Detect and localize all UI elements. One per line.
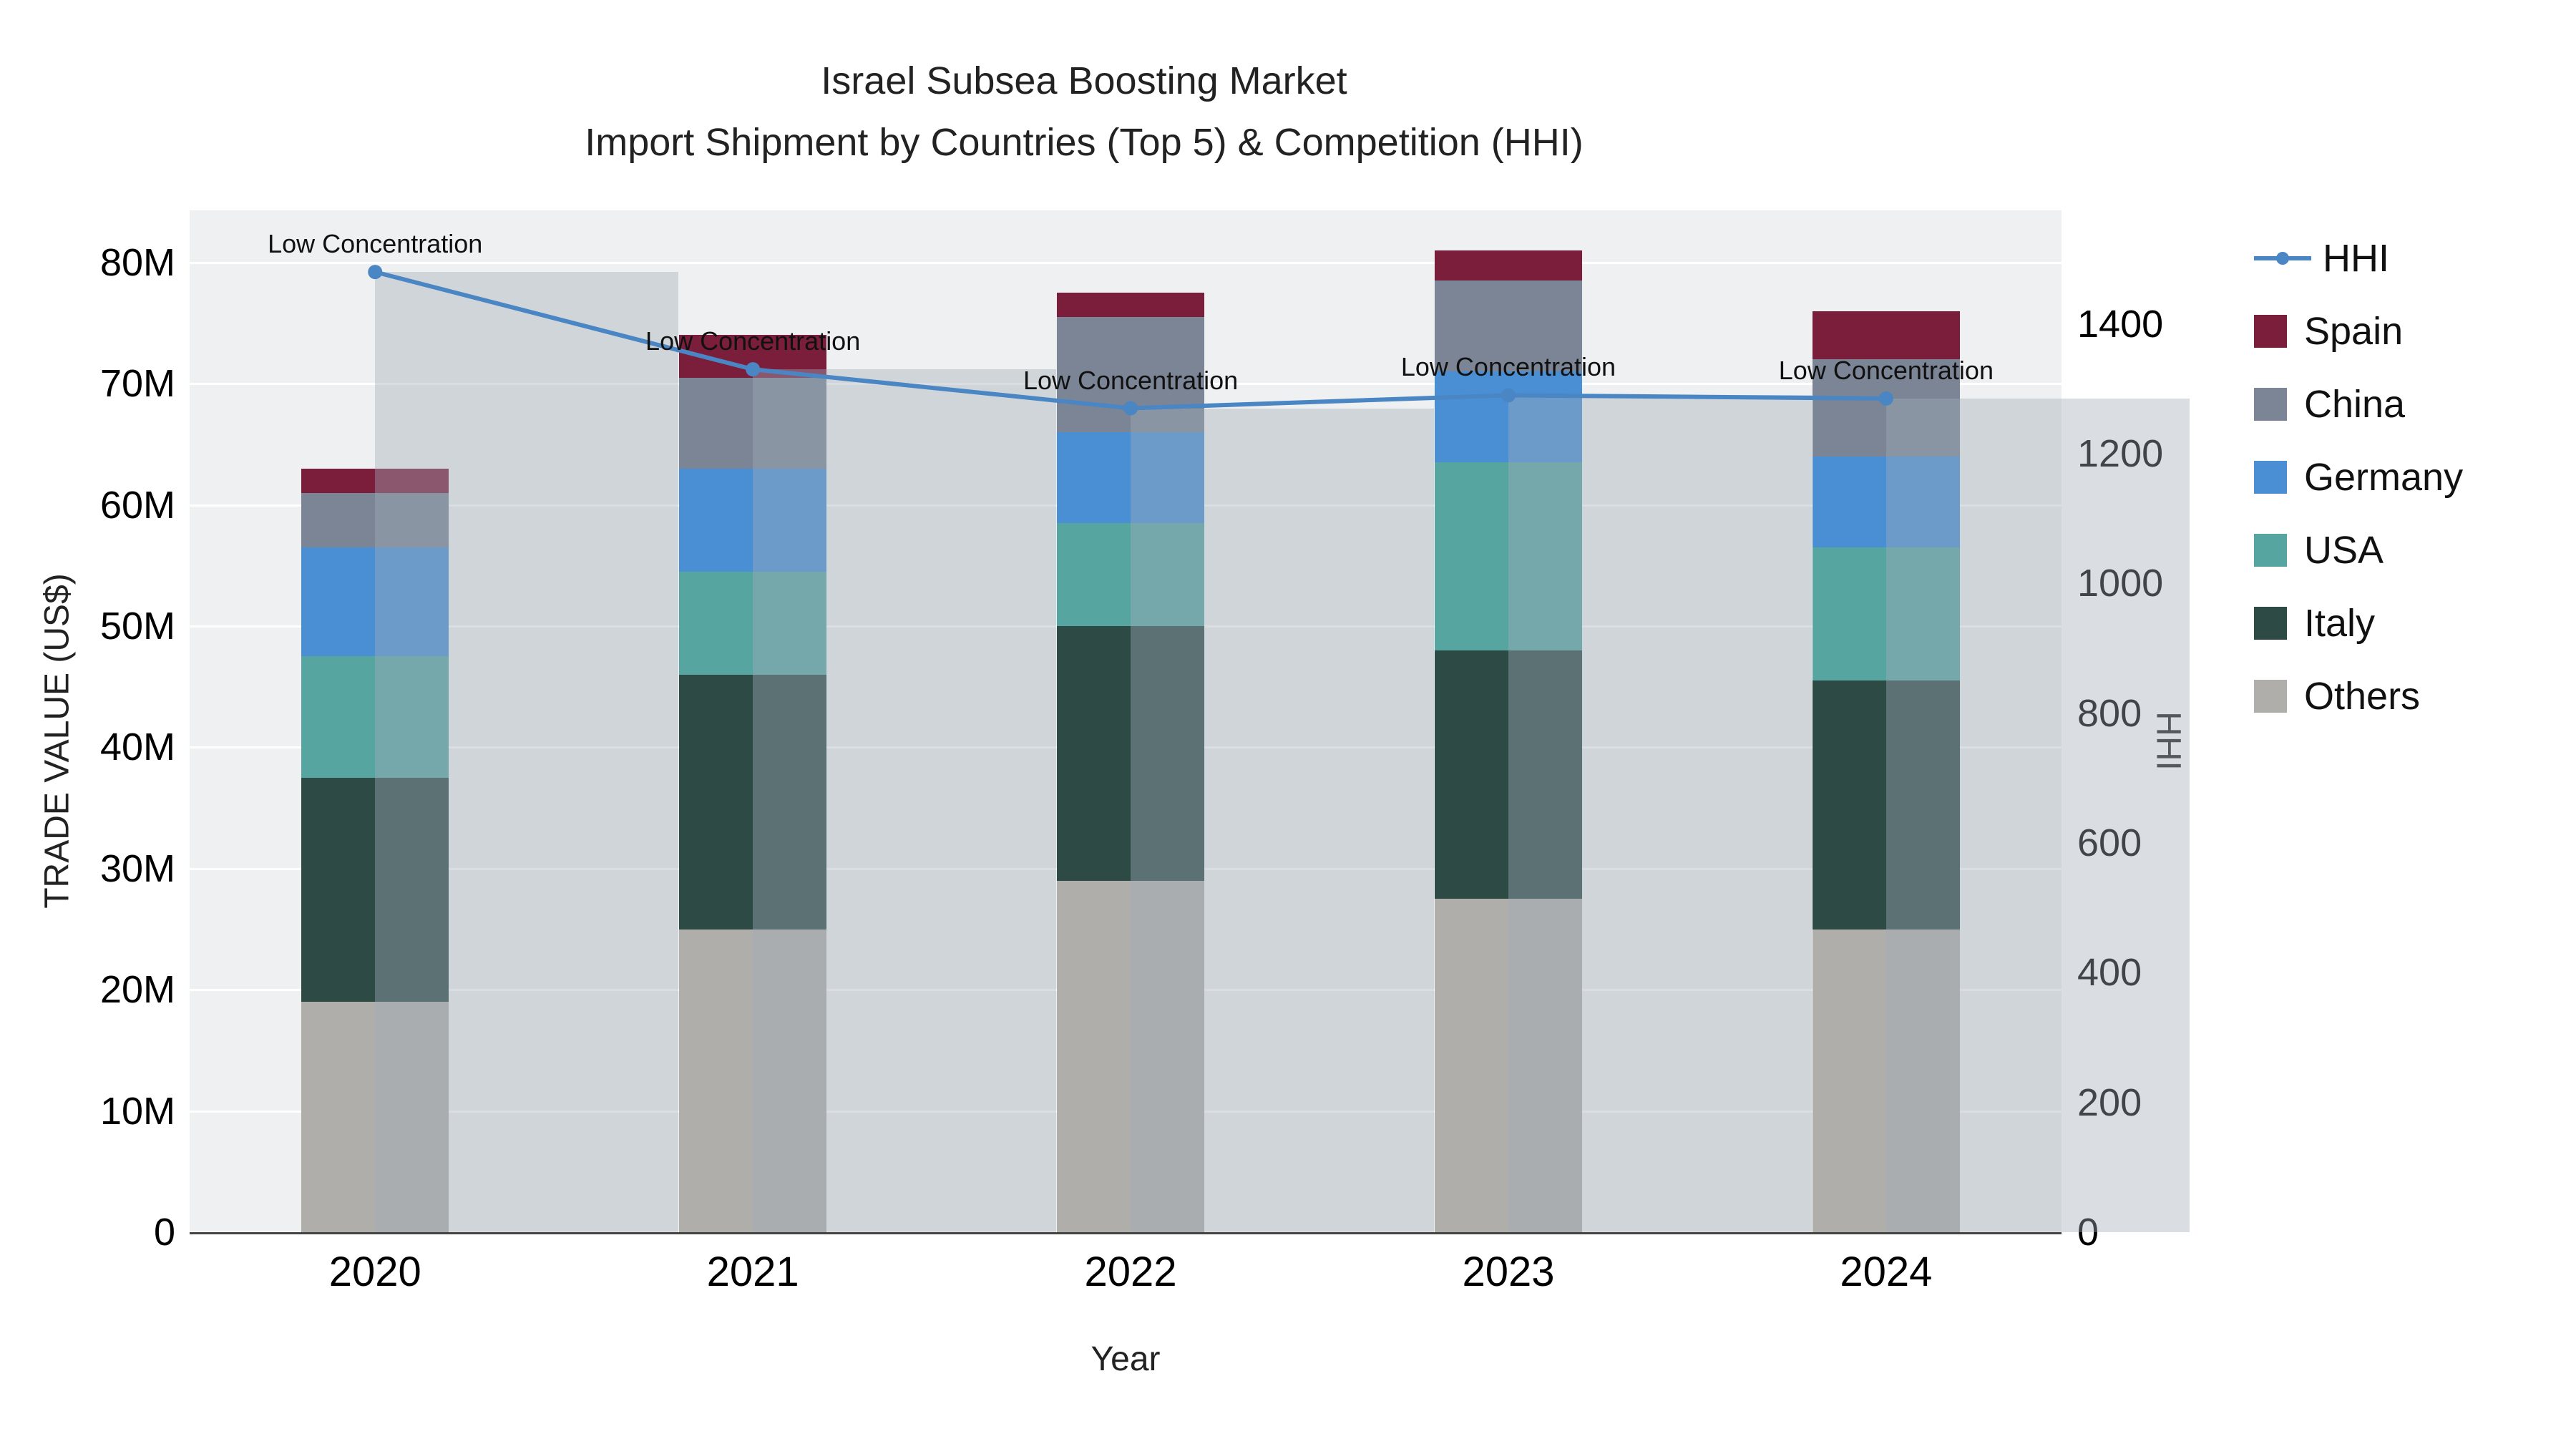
annotation-low-concentration-2020: Low Concentration xyxy=(268,229,483,259)
hhi-marker-2021[interactable] xyxy=(746,362,761,377)
bar-segment-spain-2023[interactable] xyxy=(1434,250,1582,281)
x-tick-2023: 2023 xyxy=(1462,1249,1555,1295)
legend: HHI Spain China Germany USA Italy Others xyxy=(2254,236,2463,747)
hhi-bar-2022[interactable] xyxy=(1131,408,1435,1232)
bar-segment-germany-2022[interactable] xyxy=(1057,431,1205,524)
y-tick-left: 10M xyxy=(99,1089,175,1133)
chart-subtitle: Import Shipment by Countries (Top 5) & C… xyxy=(585,121,1584,165)
legend-label: Germany xyxy=(2304,456,2464,499)
bar-segment-usa-2020[interactable] xyxy=(301,656,449,778)
bar-segment-italy-2022[interactable] xyxy=(1057,626,1205,881)
bar-segment-italy-2021[interactable] xyxy=(679,674,827,930)
legend-swatch-icon xyxy=(2254,607,2287,640)
bar-segment-usa-2021[interactable] xyxy=(679,571,827,675)
x-tick-2020: 2020 xyxy=(328,1249,421,1295)
bar-segment-italy-2024[interactable] xyxy=(1812,680,1960,930)
legend-label: USA xyxy=(2304,529,2384,572)
y-tick-left: 30M xyxy=(99,847,175,890)
bar-segment-germany-2023[interactable] xyxy=(1434,371,1582,463)
bar-segment-germany-2021[interactable] xyxy=(679,468,827,572)
bar-segment-usa-2023[interactable] xyxy=(1434,462,1582,650)
hhi-bar-2023[interactable] xyxy=(1508,395,1812,1232)
bar-segment-germany-2024[interactable] xyxy=(1812,456,1960,547)
y-tick-right: 0 xyxy=(2077,1211,2099,1254)
y-tick-right: 600 xyxy=(2077,821,2142,864)
hhi-bar-2021[interactable] xyxy=(753,369,1057,1232)
annotation-low-concentration-2022: Low Concentration xyxy=(1023,365,1239,395)
y-tick-left: 60M xyxy=(99,483,175,527)
y-tick-left: 0 xyxy=(153,1211,175,1254)
chart-title: Israel Subsea Boosting Market xyxy=(821,59,1347,102)
y-tick-right: 400 xyxy=(2077,951,2142,995)
y-tick-left: 80M xyxy=(99,240,175,284)
hhi-marker-2022[interactable] xyxy=(1123,401,1138,416)
legend-item-italy[interactable]: Italy xyxy=(2254,601,2463,645)
y-tick-left: 50M xyxy=(99,605,175,648)
x-tick-2021: 2021 xyxy=(706,1249,799,1295)
hhi-line-layer xyxy=(368,265,1893,416)
y-tick-right: 1400 xyxy=(2077,302,2164,346)
annotation-low-concentration-2023: Low Concentration xyxy=(1400,352,1616,382)
x-axis-title: Year xyxy=(1091,1340,1161,1378)
legend-item-spain[interactable]: Spain xyxy=(2254,309,2463,353)
legend-swatch-icon xyxy=(2254,680,2287,713)
bar-segment-germany-2020[interactable] xyxy=(301,547,449,657)
legend-swatch-icon xyxy=(2254,461,2287,494)
annotation-low-concentration-2021: Low Concentration xyxy=(645,326,861,356)
bar-segment-italy-2020[interactable] xyxy=(301,777,449,1002)
bar-segment-others-2022[interactable] xyxy=(1057,880,1205,1232)
x-tick-2024: 2024 xyxy=(1840,1249,1933,1295)
hhi-marker-2024[interactable] xyxy=(1878,391,1893,406)
legend-swatch-icon xyxy=(2254,388,2287,421)
annotation-low-concentration-2024: Low Concentration xyxy=(1778,355,1994,385)
bar-segment-others-2020[interactable] xyxy=(301,1002,449,1232)
bar-segment-china-2024[interactable] xyxy=(1812,359,1960,457)
bar-segment-china-2020[interactable] xyxy=(301,492,449,547)
gridline xyxy=(190,261,2062,264)
y-tick-right: 200 xyxy=(2077,1080,2142,1124)
legend-item-others[interactable]: Others xyxy=(2254,674,2463,718)
hhi-bar-2020[interactable] xyxy=(375,272,679,1232)
legend-label: Spain xyxy=(2304,310,2404,353)
legend-swatch-icon xyxy=(2254,315,2287,348)
hhi-marker-2023[interactable] xyxy=(1501,388,1516,403)
legend-swatch-icon xyxy=(2254,534,2287,567)
legend-line-marker xyxy=(2276,252,2289,265)
plot-area: Low Concentration Low Concentration Low Co… xyxy=(190,210,2190,1234)
x-axis-baseline xyxy=(190,1232,2062,1234)
bar-segment-china-2023[interactable] xyxy=(1434,280,1582,372)
bar-segment-usa-2022[interactable] xyxy=(1057,523,1205,627)
y-tick-left: 40M xyxy=(99,726,175,769)
legend-label: HHI xyxy=(2323,237,2389,280)
legend-label: Others xyxy=(2304,675,2421,718)
legend-item-germany[interactable]: Germany xyxy=(2254,455,2463,499)
legend-label: Italy xyxy=(2304,602,2376,645)
hhi-bar-2024[interactable] xyxy=(1885,398,2190,1232)
bar-segment-usa-2024[interactable] xyxy=(1812,547,1960,681)
legend-item-usa[interactable]: USA xyxy=(2254,528,2463,572)
bar-segment-others-2024[interactable] xyxy=(1812,929,1960,1232)
bar-segment-spain-2024[interactable] xyxy=(1812,311,1960,360)
bar-segment-italy-2023[interactable] xyxy=(1434,650,1582,899)
legend-label: China xyxy=(2304,383,2406,426)
bar-segment-others-2023[interactable] xyxy=(1434,899,1582,1232)
y-tick-right: 1000 xyxy=(2077,562,2164,605)
bar-segment-spain-2020[interactable] xyxy=(301,468,449,493)
y-tick-left: 70M xyxy=(99,362,175,406)
legend-item-hhi[interactable]: HHI xyxy=(2254,236,2463,280)
hhi-marker-2020[interactable] xyxy=(368,265,383,280)
y-tick-right: 1200 xyxy=(2077,432,2164,475)
bar-segment-china-2021[interactable] xyxy=(679,377,827,469)
chart-title-block: Israel Subsea Boosting Market Import Shi… xyxy=(0,50,2168,174)
bar-segment-spain-2022[interactable] xyxy=(1057,293,1205,318)
bar-segment-others-2021[interactable] xyxy=(679,929,827,1232)
legend-line-icon xyxy=(2254,252,2311,265)
y-tick-left: 20M xyxy=(99,968,175,1012)
x-tick-2022: 2022 xyxy=(1084,1249,1177,1295)
legend-item-china[interactable]: China xyxy=(2254,382,2463,426)
y-tick-right: 800 xyxy=(2077,691,2142,735)
